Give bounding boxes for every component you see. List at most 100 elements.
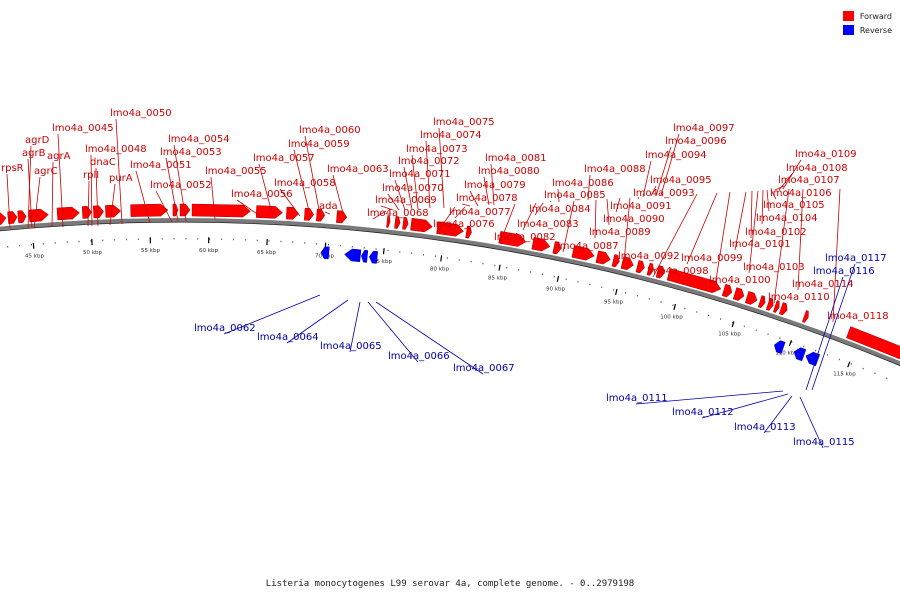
rev-label-leader xyxy=(223,294,321,335)
tick-label: 100 kbp xyxy=(660,315,683,321)
forward-gene-label: lmo4a_0063 xyxy=(327,164,389,175)
minor-tick xyxy=(802,345,805,348)
fwd-label-leader xyxy=(549,200,552,203)
legend-item-reverse: Reverse xyxy=(842,23,892,37)
forward-gene-label: lmo4a_0086 xyxy=(552,178,614,189)
forward-gene-arrow xyxy=(772,300,780,313)
major-tick xyxy=(788,339,792,347)
forward-gene-arrow xyxy=(721,283,733,298)
forward-gene-arrow xyxy=(28,208,49,223)
reverse-gene-label: lmo4a_0066 xyxy=(388,351,450,362)
tick-label: 95 kbp xyxy=(604,300,623,306)
minor-tick xyxy=(874,372,876,375)
forward-gene-label: lmo4a_0090 xyxy=(603,214,665,225)
forward-gene-arrow xyxy=(179,203,191,217)
major-tick xyxy=(847,361,851,368)
fwd-label-leader xyxy=(761,189,764,225)
fwd-label-leader xyxy=(655,146,672,197)
fwd-label-leader xyxy=(411,154,419,210)
forward-gene-label: lmo4a_0078 xyxy=(456,193,518,204)
rev-label-leader xyxy=(763,395,793,434)
fwd-label-leader xyxy=(587,174,591,201)
forward-gene-arrow xyxy=(436,221,464,237)
forward-gene-arrow xyxy=(531,237,551,252)
fwd-label-leader xyxy=(714,191,731,287)
forward-gene-label: lmo4a_0106 xyxy=(770,188,832,199)
fwd-label-leader xyxy=(606,198,610,226)
major-tick xyxy=(382,248,385,255)
forward-gene-arrow xyxy=(285,206,299,220)
tick-label: 60 kbp xyxy=(199,248,218,254)
forward-gene-label: lmo4a_0050 xyxy=(110,108,172,119)
forward-gene-arrow xyxy=(571,245,595,261)
forward-gene-label: agrD xyxy=(25,135,50,146)
forward-gene-arrow xyxy=(595,250,611,265)
forward-gene-label: lmo4a_0101 xyxy=(729,239,791,250)
rev-label-leader xyxy=(375,301,484,375)
forward-gene-label: lmo4a_0097 xyxy=(673,123,735,134)
reverse-gene-label: lmo4a_0067 xyxy=(453,363,515,374)
forward-gene-label: lmo4a_0055 xyxy=(205,166,267,177)
reverse-gene-arrow xyxy=(793,347,807,362)
fwd-label-leader xyxy=(33,176,41,229)
forward-gene-arrow xyxy=(611,254,620,268)
forward-gene-label: lmo4a_0108 xyxy=(786,163,848,174)
fwd-label-leader xyxy=(332,174,344,214)
forward-gene-label: lmo4a_0100 xyxy=(709,275,771,286)
fwd-label-leader xyxy=(51,161,54,228)
fwd-label-leader xyxy=(90,154,93,227)
fwd-label-leader xyxy=(293,149,311,216)
forward-gene-label: lmo4a_0077 xyxy=(449,207,511,218)
fwd-label-leader xyxy=(778,173,793,191)
reverse-gene-label: lmo4a_0065 xyxy=(320,341,382,352)
forward-gene-arrow xyxy=(552,241,562,255)
fwd-label-leader xyxy=(387,193,400,211)
forward-gene-label: lmo4a_0098 xyxy=(647,266,709,277)
forward-gene-label: agrC xyxy=(34,166,58,177)
minor-tick xyxy=(838,358,841,361)
fwd-label-leader xyxy=(469,190,479,207)
fwd-label-leader xyxy=(650,185,657,197)
rev-label-leader xyxy=(701,393,789,419)
tick-label: 65 kbp xyxy=(257,250,276,256)
forward-gene-label: lmo4a_0091 xyxy=(610,201,672,212)
reverse-gene-arrow xyxy=(344,248,362,263)
forward-gene-label: lmo4a_0079 xyxy=(464,180,526,191)
fwd-label-leader xyxy=(324,211,331,215)
reverse-gene-label: lmo4a_0062 xyxy=(194,323,256,334)
fwd-label-leader xyxy=(522,202,537,231)
forward-gene-arrow xyxy=(0,212,7,225)
forward-gene-label: lmo4a_0072 xyxy=(398,156,460,167)
forward-gene-arrow xyxy=(316,208,326,222)
fwd-label-leader xyxy=(165,157,179,222)
forward-gene-label: purA xyxy=(109,173,133,184)
forward-gene-label: lmo4a_0080 xyxy=(478,166,540,177)
forward-gene-label: ada xyxy=(319,201,338,212)
genome-caption: Listeria monocytogenes L99 serovar 4a, c… xyxy=(265,579,635,589)
fwd-label-leader xyxy=(832,188,841,323)
tick-label: 50 kbp xyxy=(83,250,102,256)
rev-label-leader xyxy=(635,390,784,405)
forward-gene-arrow xyxy=(465,225,472,239)
forward-gene-label: agrB xyxy=(22,148,46,159)
forward-gene-label: lmo4a_0087 xyxy=(557,241,619,252)
forward-gene-label: lmo4a_0056 xyxy=(231,189,293,200)
forward-gene-arrow xyxy=(105,204,122,218)
fwd-label-leader xyxy=(642,160,652,198)
forward-gene-arrow xyxy=(336,210,348,224)
forward-gene-arrow xyxy=(17,210,27,224)
fwd-label-leader xyxy=(797,188,804,291)
forward-gene-label: lmo4a_0103 xyxy=(743,262,805,273)
forward-gene-arrow xyxy=(56,206,80,221)
fwd-label-leader xyxy=(637,196,640,200)
reverse-gene-arrow xyxy=(774,340,786,354)
forward-gene-label: lmo4a_0095 xyxy=(650,175,712,186)
fwd-label-leader xyxy=(210,176,216,220)
tick-label: 45 kbp xyxy=(25,254,44,260)
fwd-label-leader xyxy=(380,205,394,211)
forward-gene-arrow xyxy=(802,310,809,323)
fwd-label-leader xyxy=(774,185,785,191)
fwd-label-leader xyxy=(173,144,187,222)
legend-swatch-forward xyxy=(842,11,854,21)
